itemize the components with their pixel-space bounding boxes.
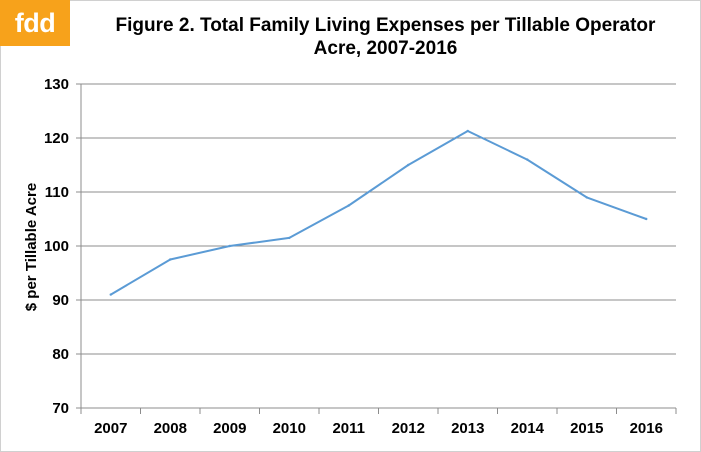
data-point-2012 (407, 163, 410, 167)
series-line-0 (110, 129, 647, 296)
chart-title-line-2: Acre, 2007-2016 (313, 38, 458, 59)
data-point-2015 (585, 196, 588, 199)
x-tick-label-2007: 2007 (94, 420, 127, 437)
y-tick-labels: 70 80 90 100 110 120 130 (44, 76, 69, 417)
axes (80, 84, 677, 414)
x-tick-label-2008: 2008 (154, 420, 187, 437)
x-tick-label-2012: 2012 (392, 420, 425, 437)
x-tick-label-2013: 2013 (451, 420, 484, 437)
y-tick-label-130: 130 (44, 76, 69, 93)
y-tick-label-100: 100 (44, 238, 69, 255)
gridlines (76, 83, 676, 409)
x-tick-label-2010: 2010 (273, 420, 306, 437)
data-point-2009 (228, 244, 231, 248)
chart-title-line-1: Figure 2. Total Family Living Expenses p… (115, 15, 656, 36)
x-tick-label-2014: 2014 (511, 420, 545, 437)
data-point-2014 (526, 158, 529, 161)
series-group (109, 129, 648, 296)
data-point-2011 (347, 204, 350, 207)
data-point-2016 (645, 217, 648, 221)
logo-text: fdd (14, 8, 56, 38)
y-axis-label: $ per Tillable Acre (23, 183, 40, 311)
data-point-2010 (288, 236, 291, 240)
data-point-2008 (169, 258, 172, 261)
data-point-2007 (109, 293, 112, 296)
x-tick-label-2016: 2016 (630, 420, 663, 437)
data-point-2013 (466, 129, 469, 133)
x-tick-labels: 2007 2008 2009 2010 2011 2012 2013 2014 2015 2016 (94, 420, 663, 437)
x-tick-label-2009: 2009 (213, 420, 246, 437)
chart-title: Figure 2. Total Family Living Expenses p… (70, 14, 701, 60)
y-tick-label-110: 110 (45, 184, 69, 201)
y-tick-label-80: 80 (52, 346, 69, 363)
x-tick-label-2015: 2015 (570, 420, 603, 437)
y-tick-label-90: 90 (52, 292, 69, 309)
y-tick-label-70: 70 (52, 400, 69, 417)
x-tick-label-2011: 2011 (332, 420, 365, 437)
y-tick-label-120: 120 (44, 130, 69, 147)
fdd-logo: fdd (0, 0, 70, 46)
